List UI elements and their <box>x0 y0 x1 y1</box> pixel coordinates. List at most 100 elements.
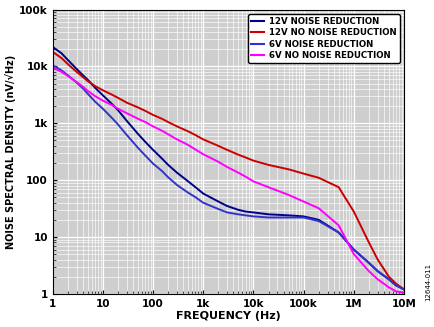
12V NOISE REDUCTION <box>142 140 148 144</box>
12V NO NOISE REDUCTION <box>165 120 171 124</box>
12V NO NOISE REDUCTION <box>393 282 398 286</box>
6V NOISE REDUCTION <box>200 201 205 205</box>
6V NO NOISE REDUCTION <box>159 129 164 133</box>
12V NO NOISE REDUCTION <box>142 109 148 113</box>
6V NOISE REDUCTION <box>374 269 379 273</box>
6V NOISE REDUCTION <box>401 287 406 291</box>
12V NO NOISE REDUCTION <box>385 275 391 279</box>
6V NOISE REDUCTION <box>393 284 398 287</box>
6V NOISE REDUCTION <box>109 116 114 120</box>
12V NO NOISE REDUCTION <box>243 156 248 160</box>
6V NO NOISE REDUCTION <box>85 89 90 93</box>
12V NOISE REDUCTION <box>393 284 398 287</box>
6V NOISE REDUCTION <box>250 215 256 218</box>
12V NO NOISE REDUCTION <box>365 240 371 244</box>
12V NO NOISE REDUCTION <box>85 79 90 83</box>
6V NO NOISE REDUCTION <box>365 269 371 273</box>
12V NO NOISE REDUCTION <box>215 144 220 148</box>
Line: 6V NOISE REDUCTION: 6V NOISE REDUCTION <box>53 65 403 289</box>
12V NOISE REDUCTION <box>165 163 171 167</box>
6V NOISE REDUCTION <box>265 215 270 219</box>
12V NOISE REDUCTION <box>124 119 129 123</box>
12V NO NOISE REDUCTION <box>159 117 164 121</box>
12V NOISE REDUCTION <box>215 199 220 203</box>
6V NO NOISE REDUCTION <box>65 74 70 78</box>
12V NO NOISE REDUCTION <box>224 148 229 152</box>
12V NO NOISE REDUCTION <box>350 210 355 214</box>
6V NO NOISE REDUCTION <box>243 175 248 179</box>
12V NO NOISE REDUCTION <box>335 185 341 189</box>
6V NOISE REDUCTION <box>316 219 321 223</box>
Text: 12644-011: 12644-011 <box>424 263 431 301</box>
12V NO NOISE REDUCTION <box>200 137 205 141</box>
12V NO NOISE REDUCTION <box>50 50 55 54</box>
12V NO NOISE REDUCTION <box>92 84 98 88</box>
12V NO NOISE REDUCTION <box>316 176 321 180</box>
6V NOISE REDUCTION <box>192 195 197 199</box>
Line: 6V NO NOISE REDUCTION: 6V NO NOISE REDUCTION <box>53 68 403 293</box>
6V NOISE REDUCTION <box>80 86 85 90</box>
6V NO NOISE REDUCTION <box>50 66 55 70</box>
6V NOISE REDUCTION <box>74 80 79 84</box>
6V NO NOISE REDUCTION <box>100 99 105 103</box>
12V NOISE REDUCTION <box>335 231 341 234</box>
6V NOISE REDUCTION <box>85 92 90 96</box>
12V NO NOISE REDUCTION <box>250 159 256 163</box>
12V NO NOISE REDUCTION <box>185 129 191 133</box>
6V NO NOISE REDUCTION <box>80 85 85 89</box>
6V NOISE REDUCTION <box>65 73 70 77</box>
12V NOISE REDUCTION <box>385 277 391 281</box>
12V NOISE REDUCTION <box>74 67 79 71</box>
6V NOISE REDUCTION <box>185 191 191 195</box>
12V NO NOISE REDUCTION <box>59 56 64 60</box>
6V NOISE REDUCTION <box>159 169 164 173</box>
12V NOISE REDUCTION <box>365 261 371 265</box>
12V NO NOISE REDUCTION <box>80 75 85 79</box>
6V NO NOISE REDUCTION <box>92 94 98 98</box>
12V NOISE REDUCTION <box>135 132 140 136</box>
6V NO NOISE REDUCTION <box>185 143 191 147</box>
12V NOISE REDUCTION <box>250 211 256 215</box>
6V NO NOISE REDUCTION <box>335 223 341 227</box>
12V NO NOISE REDUCTION <box>100 88 105 92</box>
6V NO NOISE REDUCTION <box>350 252 355 256</box>
6V NOISE REDUCTION <box>135 146 140 150</box>
12V NOISE REDUCTION <box>243 210 248 214</box>
6V NO NOISE REDUCTION <box>285 193 290 197</box>
6V NOISE REDUCTION <box>100 107 105 111</box>
6V NO NOISE REDUCTION <box>115 107 120 111</box>
6V NOISE REDUCTION <box>165 175 171 179</box>
6V NO NOISE REDUCTION <box>215 160 220 164</box>
6V NOISE REDUCTION <box>59 68 64 72</box>
6V NOISE REDUCTION <box>243 214 248 217</box>
12V NOISE REDUCTION <box>100 94 105 97</box>
6V NO NOISE REDUCTION <box>135 117 140 121</box>
12V NOISE REDUCTION <box>150 148 155 152</box>
6V NOISE REDUCTION <box>50 63 55 67</box>
12V NO NOISE REDUCTION <box>192 133 197 137</box>
6V NO NOISE REDUCTION <box>235 171 240 175</box>
12V NOISE REDUCTION <box>85 78 90 82</box>
6V NO NOISE REDUCTION <box>150 125 155 129</box>
6V NO NOISE REDUCTION <box>59 70 64 74</box>
12V NOISE REDUCTION <box>109 102 114 106</box>
6V NO NOISE REDUCTION <box>165 132 171 136</box>
6V NOISE REDUCTION <box>150 162 155 165</box>
12V NOISE REDUCTION <box>350 248 355 251</box>
12V NO NOISE REDUCTION <box>150 113 155 117</box>
12V NOISE REDUCTION <box>300 215 306 218</box>
6V NOISE REDUCTION <box>335 231 341 234</box>
6V NOISE REDUCTION <box>142 154 148 158</box>
12V NOISE REDUCTION <box>224 204 229 208</box>
Line: 12V NOISE REDUCTION: 12V NOISE REDUCTION <box>53 47 403 289</box>
12V NOISE REDUCTION <box>59 51 64 55</box>
12V NOISE REDUCTION <box>265 212 270 216</box>
6V NO NOISE REDUCTION <box>265 185 270 189</box>
6V NOISE REDUCTION <box>124 133 129 137</box>
6V NOISE REDUCTION <box>174 183 179 187</box>
12V NOISE REDUCTION <box>50 45 55 49</box>
Legend: 12V NOISE REDUCTION, 12V NO NOISE REDUCTION, 6V NOISE REDUCTION, 6V NO NOISE RED: 12V NOISE REDUCTION, 12V NO NOISE REDUCT… <box>247 14 399 63</box>
6V NO NOISE REDUCTION <box>250 180 256 183</box>
6V NOISE REDUCTION <box>300 215 306 219</box>
12V NOISE REDUCTION <box>115 108 120 112</box>
